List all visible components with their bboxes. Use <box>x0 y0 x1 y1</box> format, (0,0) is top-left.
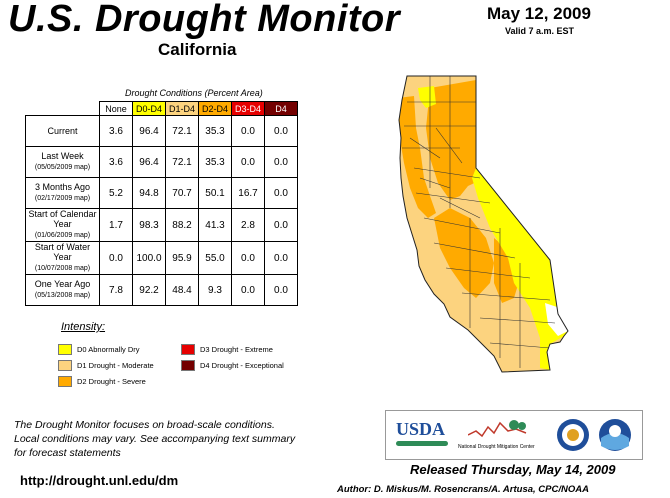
usda-logo-swoosh <box>396 441 448 446</box>
state-name: California <box>158 40 237 59</box>
row-label: Start of Calendar Year (01/06/2009 map) <box>25 208 100 242</box>
footnote-line: The Drought Monitor focuses on broad-sca… <box>14 419 275 431</box>
table-caption: Drought Conditions (Percent Area) <box>125 88 263 98</box>
table-cell: 3.6 <box>99 115 133 147</box>
table-cell: 48.4 <box>165 274 199 306</box>
table-cell: 88.2 <box>165 208 199 242</box>
row-label: One Year Ago (05/13/2008 map) <box>25 274 100 306</box>
legend-label-d0: D0 Abnormally Dry <box>77 345 140 354</box>
col-header: D3-D4 <box>231 101 265 116</box>
table-cell: 92.2 <box>132 274 166 306</box>
table-cell: 96.4 <box>132 146 166 178</box>
table-cell: 35.3 <box>198 146 232 178</box>
table-cell: 0.0 <box>231 274 265 306</box>
table-row: Last Week (05/05/2009 map) 3.6 96.4 72.1 … <box>25 146 298 178</box>
table-cell: 55.0 <box>198 241 232 275</box>
release-date: Released Thursday, May 14, 2009 <box>410 462 616 477</box>
table-cell: 2.8 <box>231 208 265 242</box>
ndmc-logo-icon <box>468 420 527 438</box>
table-cell: 100.0 <box>132 241 166 275</box>
table-cell: 72.1 <box>165 115 199 147</box>
col-header: None <box>99 101 133 116</box>
legend-label-d1: D1 Drought - Moderate <box>77 361 154 370</box>
table-cell: 0.0 <box>231 115 265 147</box>
table-cell: 98.3 <box>132 208 166 242</box>
col-header: D4 <box>264 101 298 116</box>
legend-label-d2: D2 Drought - Severe <box>77 377 146 386</box>
legend-swatch-d1 <box>58 360 72 371</box>
row-label: Start of Water Year (10/07/2008 map) <box>25 241 100 275</box>
footnote-line: for forecast statements <box>14 447 121 459</box>
table-cell: 95.9 <box>165 241 199 275</box>
drought-conditions-table: None D0-D4 D1-D4 D2-D4 D3-D4 D4 Current … <box>25 101 298 306</box>
table-row: 3 Months Ago (02/17/2009 map) 5.2 94.8 70… <box>25 177 298 209</box>
legend-label-d4: D4 Drought - Exceptional <box>200 361 284 370</box>
map-title: U.S. Drought Monitor <box>8 0 401 40</box>
table-cell: 41.3 <box>198 208 232 242</box>
table-cell: 70.7 <box>165 177 199 209</box>
table-cell: 0.0 <box>264 177 298 209</box>
table-cell: 72.1 <box>165 146 199 178</box>
table-row: Start of Water Year (10/07/2008 map) 0.0 … <box>25 241 298 275</box>
table-cell: 35.3 <box>198 115 232 147</box>
table-row: One Year Ago (05/13/2008 map) 7.8 92.2 48… <box>25 274 298 306</box>
table-cell: 0.0 <box>264 241 298 275</box>
table-cell: 16.7 <box>231 177 265 209</box>
table-cell: 7.8 <box>99 274 133 306</box>
col-header: D2-D4 <box>198 101 232 116</box>
table-cell: 0.0 <box>264 115 298 147</box>
usda-logo: USDA <box>396 419 446 439</box>
legend-swatch-d4 <box>181 360 195 371</box>
table-cell: 94.8 <box>132 177 166 209</box>
table-cell: 0.0 <box>99 241 133 275</box>
valid-time: Valid 7 a.m. EST <box>505 26 575 36</box>
table-cell: 50.1 <box>198 177 232 209</box>
table-cell: 0.0 <box>264 146 298 178</box>
row-label: 3 Months Ago (02/17/2009 map) <box>25 177 100 209</box>
authors: Author: D. Miskus/M. Rosencrans/A. Artus… <box>337 484 589 495</box>
row-label: Current <box>25 115 100 147</box>
table-cell: 9.3 <box>198 274 232 306</box>
table-cell: 96.4 <box>132 115 166 147</box>
legend-swatch-d3 <box>181 344 195 355</box>
legend-swatch-d0 <box>58 344 72 355</box>
footnote-line: Local conditions may vary. See accompany… <box>14 433 296 445</box>
legend-label-d3: D3 Drought - Extreme <box>200 345 273 354</box>
table-cell: 0.0 <box>231 146 265 178</box>
legend-title: Intensity: <box>61 321 106 333</box>
table-cell: 0.0 <box>231 241 265 275</box>
table-row: Start of Calendar Year (01/06/2009 map) 1… <box>25 208 298 242</box>
table-cell: 3.6 <box>99 146 133 178</box>
table-cell: 0.0 <box>264 274 298 306</box>
commerce-seal-icon <box>557 419 589 451</box>
footnote: The Drought Monitor focuses on broad-sca… <box>14 418 344 460</box>
row-label: Last Week (05/05/2009 map) <box>25 146 100 178</box>
noaa-logo-icon <box>599 419 631 451</box>
california-drought-map <box>398 75 569 373</box>
table-cell: 5.2 <box>99 177 133 209</box>
map-date: May 12, 2009 <box>487 4 591 23</box>
legend-swatch-d2 <box>58 376 72 387</box>
agency-logos: USDA National Drought Mitigation Center <box>385 410 643 460</box>
ndmc-logo-text: National Drought Mitigation Center <box>458 444 535 450</box>
col-header: D0-D4 <box>132 101 166 116</box>
table-row: Current 3.6 96.4 72.1 35.3 0.0 0.0 <box>25 115 298 147</box>
col-header: D1-D4 <box>165 101 199 116</box>
table-cell: 1.7 <box>99 208 133 242</box>
drought-monitor-link[interactable]: http://drought.unl.edu/dm <box>20 473 179 488</box>
table-cell: 0.0 <box>264 208 298 242</box>
